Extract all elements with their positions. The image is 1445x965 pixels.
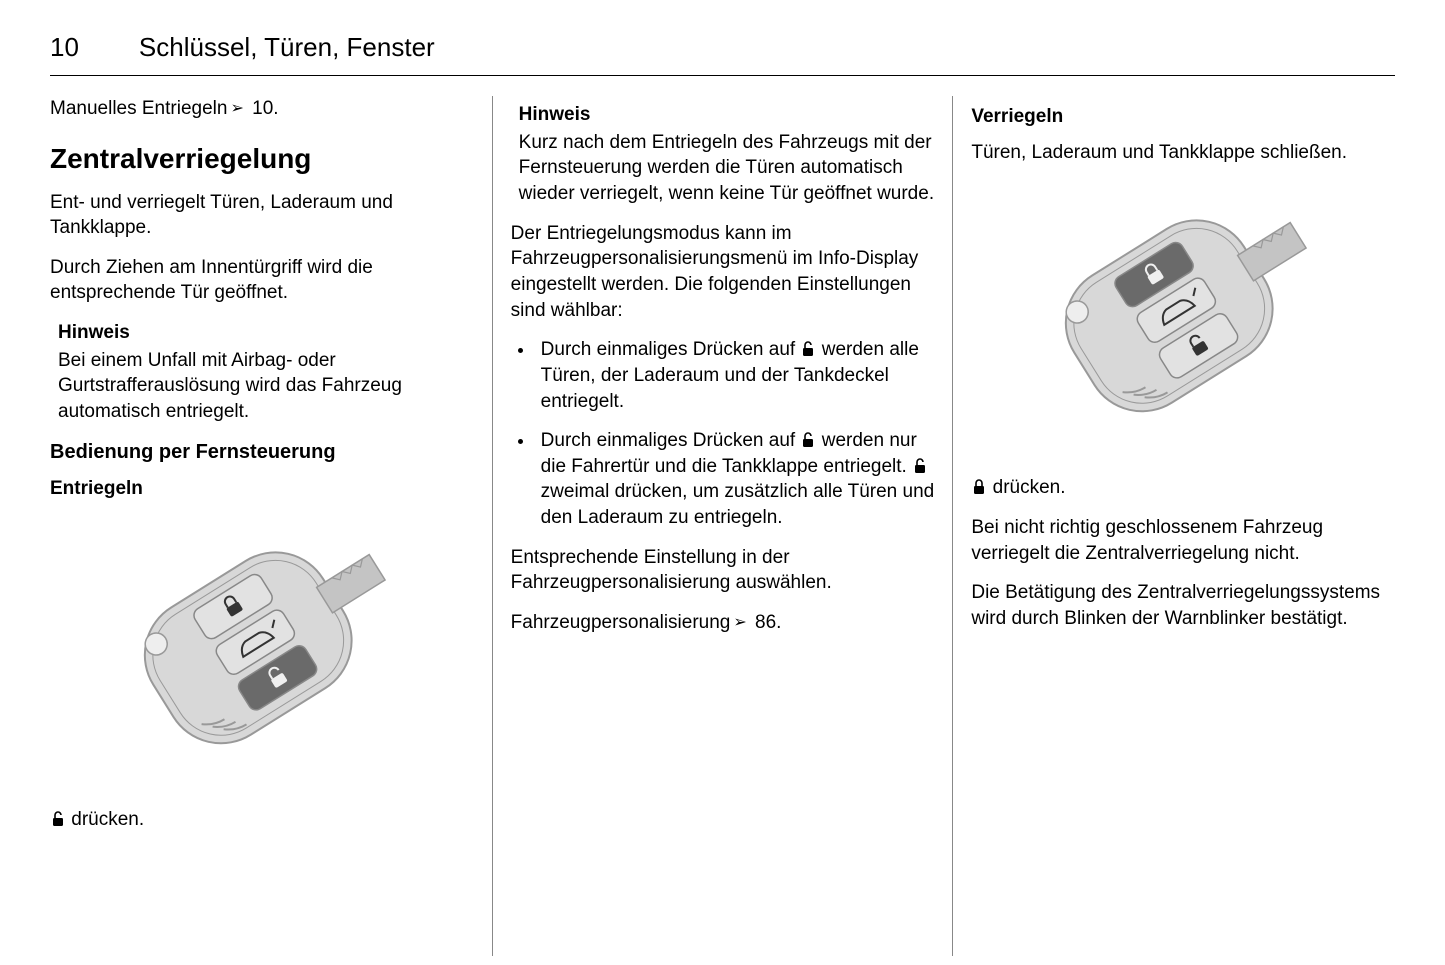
manual-unlock-text: Manuelles Entriegeln [50, 98, 227, 119]
page-number: 10 [50, 30, 79, 65]
column-1: Manuelles Entriegeln 10. Zentralverriege… [50, 96, 492, 956]
unlock-icon [913, 458, 927, 474]
lock-note-1: Bei nicht richtig geschlossenem Fahrzeug… [971, 515, 1395, 566]
ref-arrow-icon [730, 612, 749, 633]
key-fob-unlock-image [102, 511, 422, 791]
column-3: Verriegeln Türen, Laderaum und Tankklapp… [952, 96, 1395, 956]
unlock-mode-list: Durch einmaliges Drücken auf werden alle… [535, 337, 935, 530]
lock-note-2: Die Betätigung des Zentralverriegelungss… [971, 580, 1395, 631]
content-columns: Manuelles Entriegeln 10. Zentralverriege… [50, 96, 1395, 956]
note-body-2: Kurz nach dem Entriegeln des Fahrzeugs m… [519, 130, 935, 207]
heading-central-locking: Zentralverriegelung [50, 140, 474, 178]
note-title: Hinweis [58, 320, 474, 346]
lock-instruction-1: Türen, Laderaum und Tankklappe schließen… [971, 140, 1395, 166]
press-lock-text: drücken. [987, 477, 1065, 498]
manual-unlock-page: 10. [247, 98, 279, 119]
heading-remote-operation: Bedienung per Fernsteuerung [50, 439, 474, 466]
press-unlock-instruction: drücken. [50, 807, 474, 833]
column-2: Hinweis Kurz nach dem Entriegeln des Fah… [492, 96, 953, 956]
list-item-1: Durch einmaliges Drücken auf werden alle… [535, 337, 935, 414]
note-body: Bei einem Unfall mit Airbag- oder Gurtst… [58, 348, 474, 425]
ref-arrow-icon [227, 98, 246, 119]
personalization-ref: Fahrzeugpersonalisierung 86. [511, 610, 935, 636]
central-locking-desc-2: Durch Ziehen am Innentürgriff wird die e… [50, 255, 474, 306]
unlock-mode-intro: Der Entriegelungsmodus kann im Fahrzeugp… [511, 221, 935, 324]
personalization-page: 86. [750, 612, 782, 633]
unlock-icon [51, 811, 65, 827]
central-locking-desc-1: Ent- und verriegelt Türen, Laderaum und … [50, 190, 474, 241]
note-title-2: Hinweis [519, 102, 935, 128]
manual-unlock-ref: Manuelles Entriegeln 10. [50, 96, 474, 122]
personalization-text: Fahrzeugpersonalisierung [511, 612, 731, 633]
heading-lock: Verriegeln [971, 104, 1395, 130]
heading-unlock: Entriegeln [50, 476, 474, 502]
page-header: 10 Schlüssel, Türen, Fenster [50, 30, 1395, 76]
li1-text-a: Durch einmaliges Drücken auf [541, 339, 801, 360]
unlock-icon [801, 432, 815, 448]
key-fob-lock-image [1023, 179, 1343, 459]
li2-text-c: zweimal drücken, um zusätzlich alle Türe… [541, 481, 935, 528]
press-unlock-text: drücken. [66, 809, 144, 830]
list-item-2: Durch einmaliges Drücken auf werden nur … [535, 428, 935, 531]
unlock-icon [801, 341, 815, 357]
note-box-1: Hinweis Bei einem Unfall mit Airbag- ode… [58, 320, 474, 425]
press-lock-instruction: drücken. [971, 475, 1395, 501]
chapter-title: Schlüssel, Türen, Fenster [139, 30, 435, 65]
lock-icon [972, 479, 986, 495]
li2-text-a: Durch einmaliges Drücken auf [541, 430, 801, 451]
note-box-2: Hinweis Kurz nach dem Entriegeln des Fah… [519, 102, 935, 207]
personalization-select: Entsprechende Einstellung in der Fahrzeu… [511, 545, 935, 596]
